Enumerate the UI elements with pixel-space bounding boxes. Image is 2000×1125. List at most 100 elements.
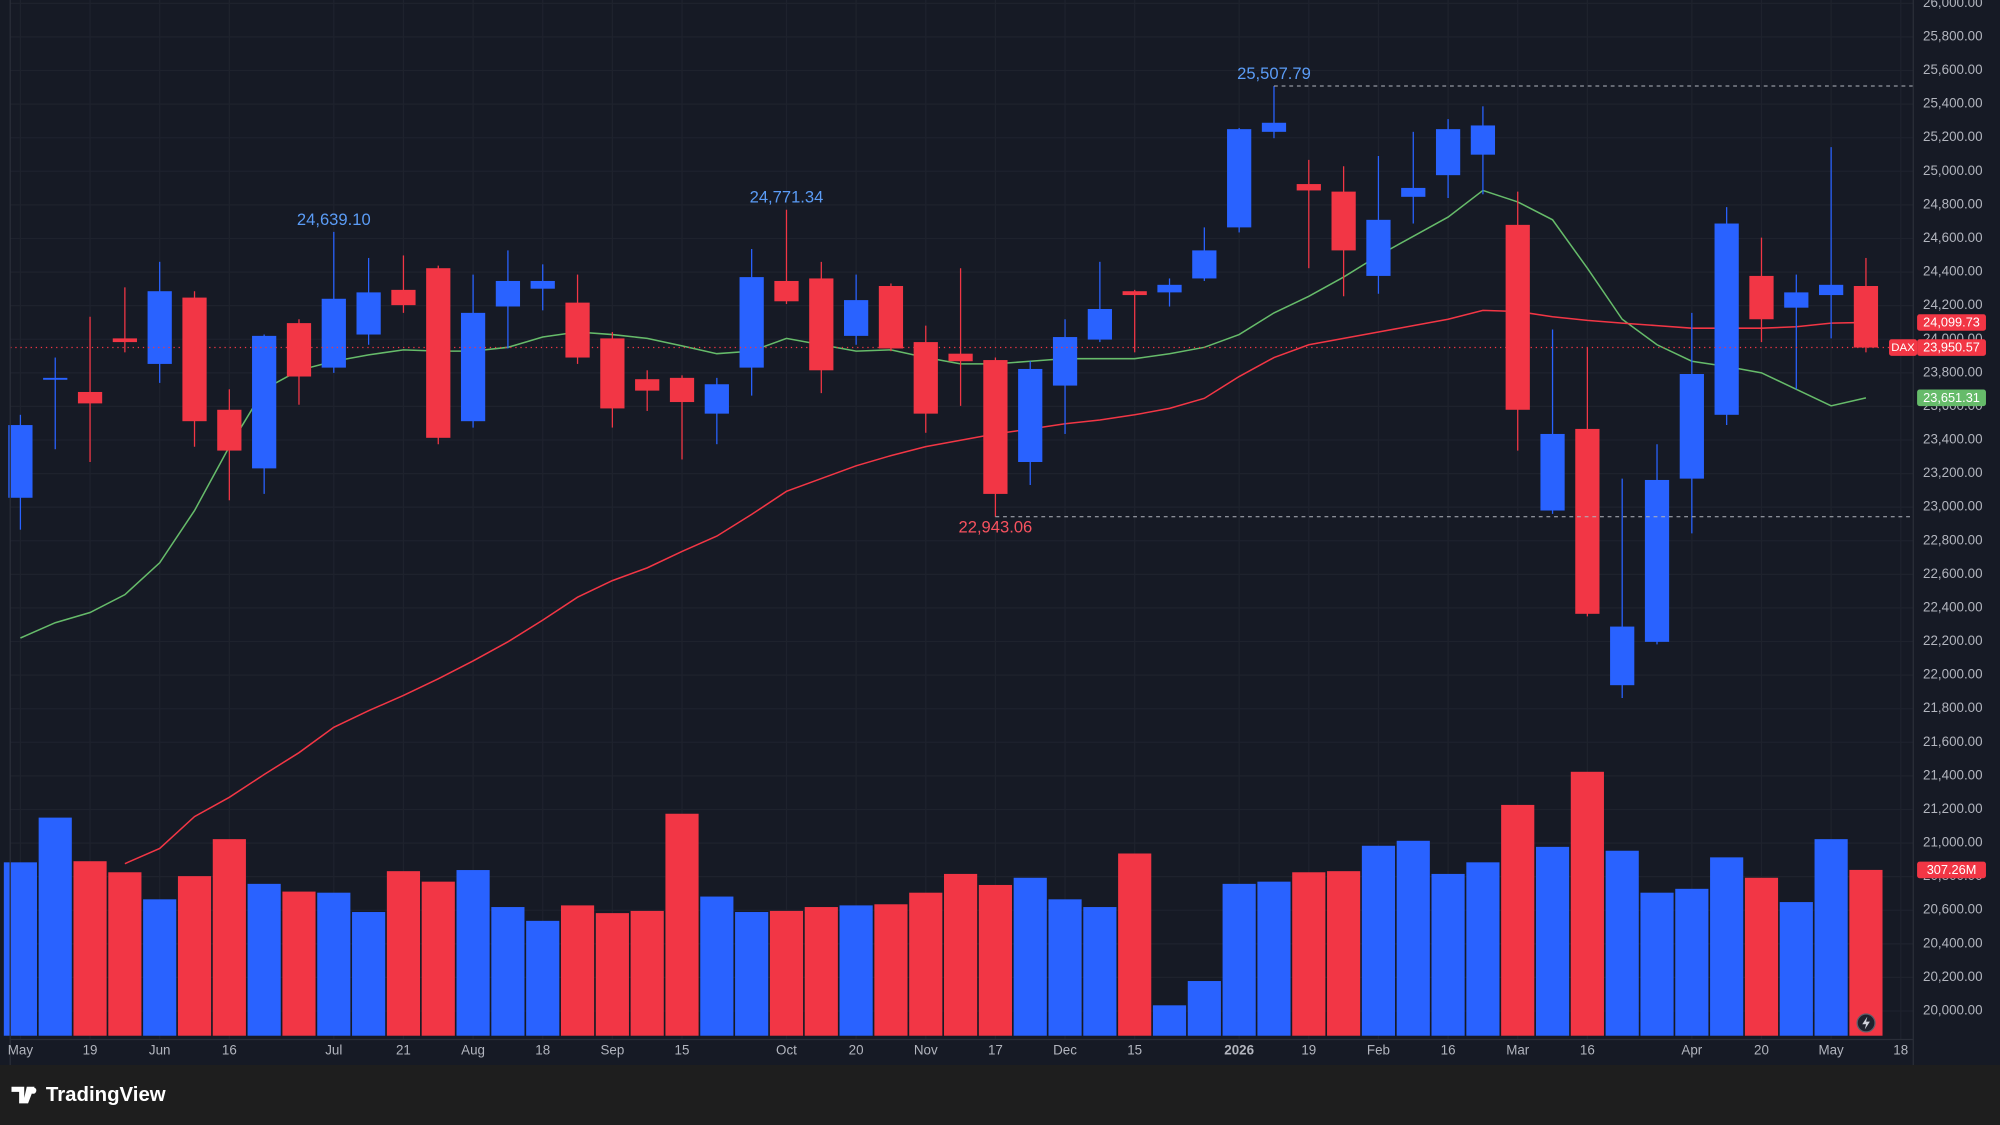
candle-body [1366, 219, 1391, 276]
y-tick-label: 21,800.00 [1923, 700, 1983, 715]
candle-body [1227, 129, 1252, 228]
volume-bar [1710, 857, 1744, 1036]
volume-bar [526, 920, 560, 1036]
volume-bar [944, 873, 978, 1036]
candle-body [1087, 309, 1112, 340]
candle-body [774, 280, 799, 302]
y-tick-label: 24,400.00 [1923, 264, 1983, 279]
volume-bar [1640, 892, 1674, 1036]
candle-body [1853, 285, 1879, 348]
brand-name[interactable]: TradingView [46, 1084, 166, 1106]
candle-body [1052, 337, 1078, 386]
y-tick-label: 25,200.00 [1923, 129, 1983, 144]
y-tick-label: 25,600.00 [1923, 62, 1983, 77]
x-tick-label: Dec [1053, 1043, 1077, 1058]
price-badges: 23,651.31 24,099.73 DAX 23,950.57 307.26M [1889, 314, 1986, 879]
volume-bar [560, 905, 595, 1036]
candles [8, 86, 1879, 698]
x-tick-label: 15 [1127, 1043, 1142, 1058]
brand-logo-dot [29, 1087, 37, 1094]
x-tick-label: Aug [461, 1043, 485, 1058]
volume-bar [1118, 853, 1152, 1036]
y-tick-label: 23,400.00 [1923, 432, 1983, 447]
volume-bar [665, 813, 699, 1036]
volume-bar [1570, 771, 1604, 1036]
volume-bar [1744, 877, 1779, 1036]
candle-body [878, 285, 904, 349]
candle-body [1157, 284, 1182, 293]
candle-body [77, 391, 103, 404]
candle-body [809, 278, 834, 371]
volume-bar [1152, 1005, 1187, 1036]
volume-bar [73, 861, 107, 1036]
y-tick-label: 20,000.00 [1923, 1003, 1983, 1018]
volume-pane [3, 771, 1883, 1036]
y-tick-label: 22,600.00 [1923, 566, 1983, 581]
candle-body [1331, 191, 1356, 251]
axis-labels: 20,000.0020,200.0020,400.0020,600.0020,8… [8, 0, 1983, 1058]
extreme-label: 22,943.06 [959, 518, 1033, 537]
volume-bar [1257, 881, 1291, 1036]
candle-body [600, 338, 625, 409]
x-tick-label: Oct [776, 1043, 797, 1058]
candle-body [1644, 479, 1670, 642]
y-tick-label: 24,600.00 [1923, 230, 1983, 245]
volume-bar [386, 871, 421, 1036]
volume-bar [978, 884, 1012, 1036]
volume-bar [456, 870, 490, 1036]
candle-body [913, 342, 938, 414]
volume-bar [1675, 888, 1709, 1036]
candle-body [1261, 122, 1287, 132]
volume-bar [1013, 877, 1047, 1036]
y-tick-label: 22,800.00 [1923, 532, 1983, 547]
candle-body [426, 268, 451, 438]
candle-body [635, 379, 660, 391]
candle-body [1575, 428, 1600, 614]
candle-body [739, 277, 764, 368]
x-tick-label: 16 [1441, 1043, 1456, 1058]
candle-body [147, 291, 172, 364]
volume-bar [1779, 902, 1813, 1036]
candle-body [1122, 291, 1147, 296]
y-tick-label: 23,000.00 [1923, 499, 1983, 514]
candle-body [1819, 284, 1844, 296]
y-tick-label: 25,000.00 [1923, 163, 1983, 178]
y-tick-label: 24,200.00 [1923, 297, 1983, 312]
y-tick-label: 20,200.00 [1923, 969, 1983, 984]
volume-bar [769, 910, 804, 1036]
ma-badge-bg [1917, 314, 1986, 331]
footer [0, 1065, 2000, 1125]
x-tick-label: Jul [325, 1043, 342, 1058]
x-tick-label: 20 [849, 1043, 864, 1058]
candle-body [565, 302, 590, 358]
extreme-label: 25,507.79 [1237, 64, 1311, 83]
y-tick-label: 23,200.00 [1923, 465, 1983, 480]
volume-bar [839, 905, 873, 1036]
candle-body [983, 360, 1008, 494]
volume-bar [491, 907, 525, 1036]
candle-body [1714, 223, 1739, 415]
volume-bar [3, 862, 37, 1036]
volume-bar [38, 817, 72, 1036]
volume-bar [1535, 846, 1570, 1036]
volume-badge: 307.26M [1927, 862, 1977, 877]
candle-body [669, 377, 695, 403]
ma-badge: 23,651.31 [1923, 390, 1980, 405]
volume-bar [1327, 871, 1361, 1036]
volume-bar [143, 899, 177, 1036]
volume-bar [317, 892, 351, 1036]
x-tick-label: 20 [1754, 1043, 1769, 1058]
candle-body [286, 323, 312, 377]
volume-bar [247, 883, 281, 1036]
candle-body [948, 353, 973, 362]
x-tick-label: 16 [1580, 1043, 1595, 1058]
y-tick-label: 21,000.00 [1923, 835, 1983, 850]
lightning-icon [1862, 1016, 1870, 1030]
x-tick-label: 19 [1301, 1043, 1316, 1058]
last-price-badge-bg [1917, 339, 1986, 356]
y-tick-label: 23,800.00 [1923, 364, 1983, 379]
volume-bar [804, 907, 838, 1036]
candle-body [1610, 626, 1635, 686]
x-tick-label: 18 [1893, 1043, 1908, 1058]
